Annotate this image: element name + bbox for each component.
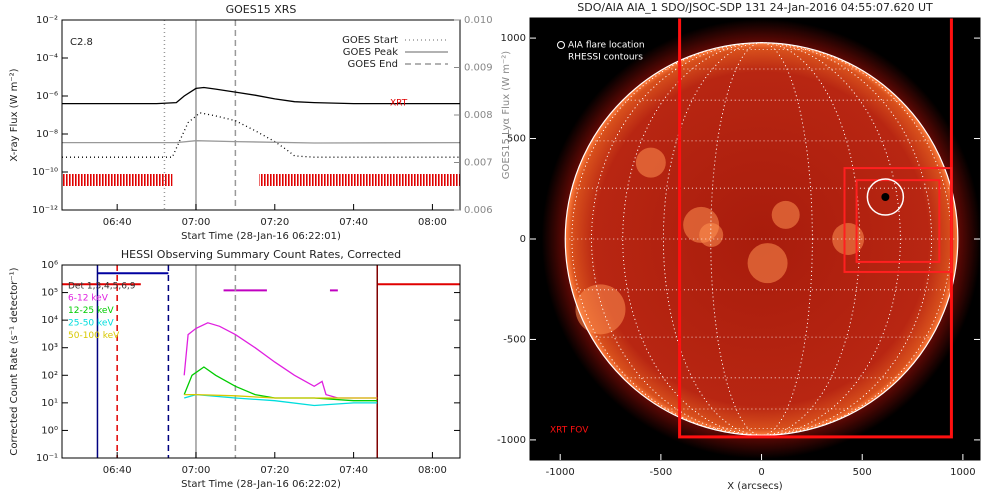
- x-axis-label: Start Time (28-Jan-16 06:22:02): [181, 479, 341, 490]
- annotation: C2.8: [70, 37, 93, 48]
- y-tick-label: -1000: [497, 435, 526, 446]
- x-tick-label: -500: [650, 467, 673, 478]
- y-tick-label: 10⁴: [41, 315, 58, 326]
- plot-frame: [61, 264, 461, 459]
- y2-tick-label: 0.006: [464, 205, 493, 216]
- x-tick-label: 0: [758, 467, 764, 478]
- limb: [564, 42, 959, 436]
- y2-tick-label: 0.010: [464, 15, 493, 26]
- y-tick-label: 10⁻¹⁰: [32, 167, 58, 178]
- y-tick-label: 10⁶: [41, 260, 58, 271]
- series-line: [184, 393, 378, 399]
- series-line: [62, 86, 460, 105]
- y-tick-label: 10⁰: [41, 425, 58, 436]
- y-tick-label: 10²: [41, 370, 58, 381]
- annotation: XRT: [390, 99, 408, 109]
- y-tick-label: 10⁵: [41, 288, 58, 299]
- rhessi-contour: [855, 179, 941, 263]
- chart-title: SDO/AIA AIA_1 SDO/JSOC-SDP 131 24-Jan-20…: [577, 1, 933, 14]
- x-tick-label: 07:20: [260, 217, 289, 228]
- y-tick-label: 10⁻⁸: [36, 129, 58, 140]
- y2-tick-label: 0.007: [464, 158, 493, 169]
- fov-label: XRT FOV: [550, 426, 589, 436]
- x-tick-label: -1000: [546, 467, 575, 478]
- y-tick-label: 10¹: [41, 398, 58, 409]
- y-axis-label: X-ray Flux (W m⁻²): [9, 68, 20, 161]
- legend-marker: [557, 41, 565, 49]
- x-tick-label: 07:40: [339, 465, 368, 476]
- x-tick-label: 07:40: [339, 217, 368, 228]
- x-tick-label: 06:40: [103, 465, 132, 476]
- x-tick-label: 07:00: [182, 465, 211, 476]
- rhessi-contour: [843, 167, 953, 273]
- x-tick-label: 07:00: [182, 217, 211, 228]
- bright-region: [747, 243, 788, 284]
- longitude-line: [710, 42, 813, 436]
- y-tick-label: 10⁻⁶: [36, 91, 58, 102]
- longitude-line: [591, 42, 932, 436]
- x-tick-label: 06:40: [103, 217, 132, 228]
- legend-entry: 12-25 keV: [68, 306, 114, 316]
- series-line: [62, 140, 460, 144]
- y-tick-label: 10⁻⁴: [36, 53, 58, 64]
- y-tick-label: 1000: [501, 33, 526, 44]
- y2-axis-label: GOES15 Lyα Flux (W m⁻²): [501, 51, 512, 179]
- legend-entry: RHESSI contours: [568, 53, 643, 63]
- legend-entry: GOES End: [348, 59, 398, 70]
- y-tick-label: 500: [507, 134, 526, 145]
- legend-entry: GOES Start: [342, 35, 398, 46]
- bright-region: [635, 147, 666, 178]
- y-tick-label: 10⁻²: [36, 15, 58, 26]
- detector-label: Det 1,3,4,5,6,9: [68, 282, 136, 292]
- plot-area: [530, 18, 980, 460]
- y-tick-label: 10³: [41, 343, 58, 354]
- xrt-interval: [62, 174, 173, 186]
- legend-entry: AIA flare location: [568, 41, 645, 51]
- chart-title: GOES15 XRS: [226, 3, 297, 16]
- x-tick-label: 08:00: [418, 217, 447, 228]
- flare-location: [866, 178, 905, 216]
- bright-region: [771, 200, 800, 229]
- y-tick-label: 10⁻¹²: [32, 205, 58, 216]
- y-tick-label: -500: [503, 334, 526, 345]
- y2-tick-label: 0.008: [464, 110, 493, 121]
- x-tick-label: 1000: [950, 467, 975, 478]
- series-line: [62, 112, 460, 158]
- x-tick-label: 08:00: [418, 465, 447, 476]
- series-line: [183, 366, 378, 402]
- legend-entry: 50-100 keV: [68, 331, 120, 341]
- x-axis-label: Start Time (28-Jan-16 06:22:01): [181, 231, 341, 242]
- chart-title: HESSI Observing Summary Count Rates, Cor…: [121, 248, 401, 261]
- plot-area: [62, 20, 460, 210]
- xrt-interval: [259, 174, 460, 186]
- y2-tick-label: 0.009: [464, 63, 493, 74]
- x-axis-label: X (arcsecs): [727, 481, 783, 492]
- legend-entry: 6-12 keV: [68, 294, 109, 304]
- series-line: [183, 322, 378, 399]
- plot-area: [62, 265, 460, 458]
- legend-entry: 25-50 keV: [68, 319, 114, 329]
- y-tick-label: 10⁻¹: [36, 453, 58, 464]
- bright-region: [575, 284, 626, 335]
- longitude-line: [622, 42, 901, 436]
- bright-region: [699, 222, 724, 247]
- flare-dot: [881, 193, 890, 202]
- legend-entry: GOES Peak: [343, 47, 398, 58]
- y-axis-label: Corrected Count Rate (s⁻¹ detector⁻¹): [9, 267, 20, 455]
- y-tick-label: 0: [520, 234, 526, 245]
- x-tick-label: 07:20: [260, 465, 289, 476]
- x-tick-label: 500: [853, 467, 872, 478]
